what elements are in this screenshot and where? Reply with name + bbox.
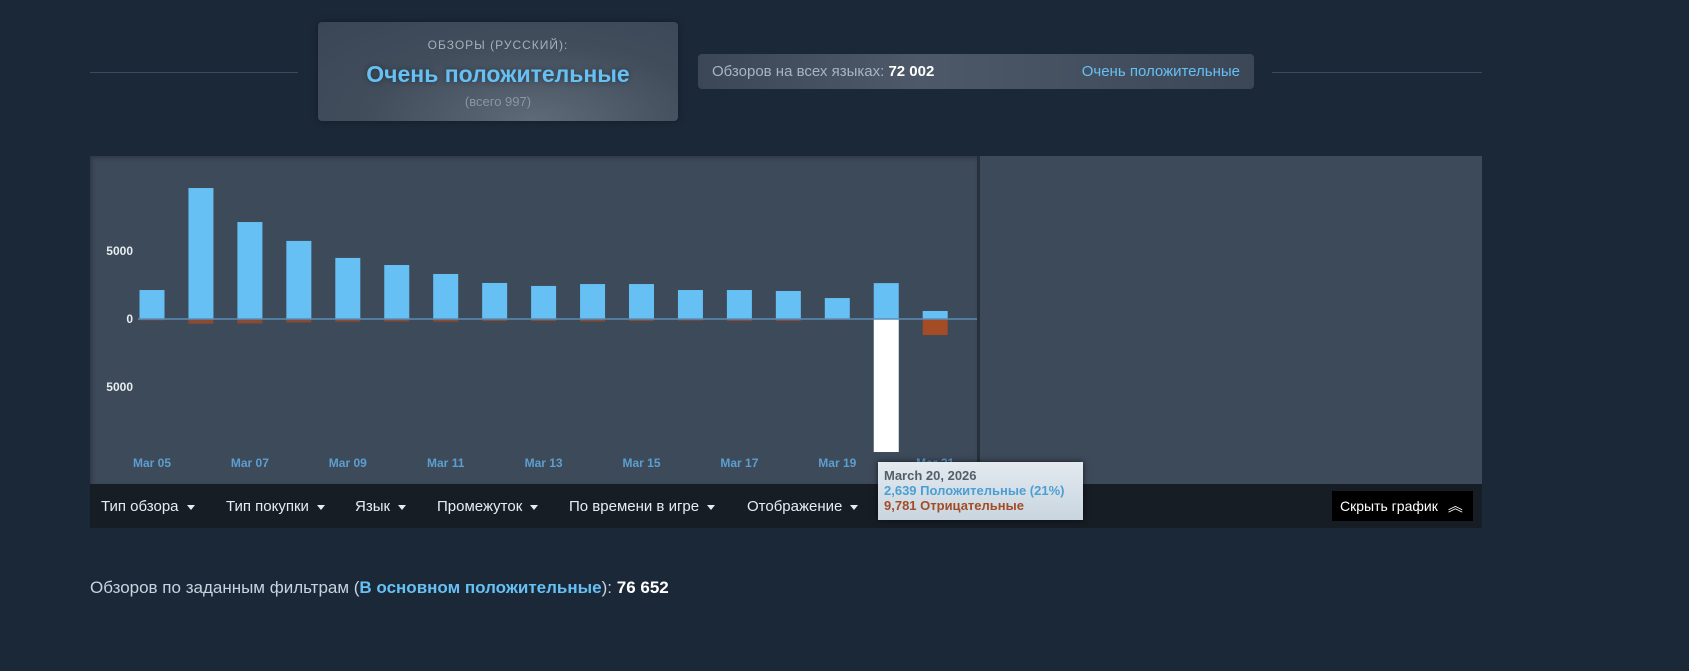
summary-total: (всего 997): [464, 94, 532, 109]
review-summary-russian: ОБЗОРЫ (РУССКИЙ): Очень положительные (в…: [318, 22, 678, 121]
filter-playtime[interactable]: По времени в игре: [569, 498, 716, 515]
tooltip-negative: 9,781 Отрицательные: [884, 498, 1024, 513]
divider-right: [1272, 72, 1482, 73]
positive-bar[interactable]: [726, 290, 752, 319]
footer-suffix: ):: [601, 578, 612, 597]
positive-bar[interactable]: [580, 284, 606, 319]
positive-bar[interactable]: [433, 273, 459, 319]
positive-bar[interactable]: [139, 290, 165, 319]
negative-bar[interactable]: [384, 319, 410, 322]
y-tick-label: 5000: [106, 244, 133, 258]
positive-bar[interactable]: [531, 285, 557, 319]
summary-rating[interactable]: Очень положительные: [366, 61, 630, 87]
negative-bar[interactable]: [237, 319, 263, 324]
histogram-svg: 5000 0 5000 Mar 05 Mar 07 Mar 09 Mar 11 Mar 13 M…: [106, 188, 977, 470]
x-tick-label: Mar 11: [427, 456, 465, 470]
dropdown-arrow-icon: [316, 504, 325, 510]
x-tick-label: Mar 17: [720, 456, 758, 470]
negative-bar[interactable]: [482, 319, 508, 322]
positive-bar[interactable]: [384, 265, 410, 319]
filter-label: Язык: [355, 498, 391, 515]
dropdown-arrow-icon: [530, 504, 539, 510]
dropdown-arrow-icon: [850, 504, 859, 510]
filter-purchase-type[interactable]: Тип покупки: [226, 498, 325, 515]
tooltip-date: March 20, 2026: [884, 468, 977, 483]
negative-bar[interactable]: [629, 319, 654, 322]
filter-language[interactable]: Язык: [355, 498, 407, 515]
filter-review-type[interactable]: Тип обзора: [101, 498, 195, 515]
x-tick-label: Mar 09: [329, 456, 367, 470]
summary-label: ОБЗОРЫ (РУССКИЙ):: [427, 38, 569, 52]
double-chevron-up-icon: ︽: [1447, 497, 1463, 515]
x-tick-label: Mar 19: [818, 456, 856, 470]
positive-bar[interactable]: [677, 290, 703, 319]
all-languages-rating[interactable]: Очень положительные: [1081, 63, 1240, 80]
positive-bar[interactable]: [873, 283, 899, 319]
positive-bar[interactable]: [775, 290, 801, 319]
negative-bar[interactable]: [873, 319, 899, 453]
hide-graph-button[interactable]: Скрыть график ︽: [1332, 491, 1473, 521]
all-languages-text: Обзоров на всех языках: 72 002: [712, 63, 934, 80]
filter-label: Отображение: [747, 498, 843, 515]
recent-reviews-panel: [980, 156, 1482, 484]
positive-bar[interactable]: [286, 240, 312, 319]
x-tick-label: Mar 07: [231, 456, 269, 470]
footer-rating[interactable]: В основном положительные: [359, 578, 602, 597]
positive-bar[interactable]: [824, 298, 850, 319]
tooltip-positive: 2,639 Положительные (21%): [884, 483, 1065, 498]
dropdown-arrow-icon: [707, 504, 716, 510]
positive-bar[interactable]: [237, 222, 263, 319]
x-tick-label: Mar 05: [133, 456, 171, 470]
chart-tooltip: March 20, 2026 2,639 Положительные (21%)…: [878, 462, 1083, 520]
positive-bar[interactable]: [482, 282, 508, 319]
filter-bar: Тип обзора Тип покупки Язык Промежуток П…: [90, 484, 1482, 528]
negative-bar[interactable]: [433, 319, 459, 322]
negative-bar[interactable]: [922, 319, 948, 336]
filter-label: Тип обзора: [101, 498, 179, 515]
filter-label: Тип покупки: [226, 498, 309, 515]
dropdown-arrow-icon: [398, 504, 407, 510]
negative-bar[interactable]: [188, 319, 214, 324]
chart-divider: [977, 156, 980, 484]
dropdown-arrow-icon: [186, 504, 195, 510]
filter-display[interactable]: Отображение: [747, 498, 859, 515]
filter-date-range[interactable]: Промежуток: [437, 498, 539, 515]
negative-bar[interactable]: [335, 319, 361, 322]
x-tick-label: Mar 15: [622, 456, 660, 470]
hide-graph-label: Скрыть график: [1340, 498, 1438, 514]
x-tick-label: Mar 13: [525, 456, 563, 470]
negative-bar[interactable]: [286, 319, 312, 323]
filter-label: По времени в игре: [569, 498, 700, 515]
positive-bar[interactable]: [335, 257, 361, 319]
footer-prefix: Обзоров по заданным фильтрам (: [90, 578, 360, 597]
divider-left: [90, 72, 298, 73]
review-summary-all-languages: Обзоров на всех языках: 72 002 Очень пол…: [698, 54, 1254, 89]
y-tick-label: 0: [126, 312, 133, 326]
footer-count: 76 652: [616, 578, 669, 597]
review-histogram: 5000 0 5000 Mar 05 Mar 07 Mar 09 Mar 11 Mar 13 M…: [90, 156, 977, 484]
positive-bar[interactable]: [629, 284, 654, 319]
negative-bar[interactable]: [726, 319, 752, 322]
filtered-reviews-summary: Обзоров по заданным фильтрам (В основном…: [90, 578, 669, 598]
all-languages-count: 72 002: [888, 63, 935, 80]
all-languages-label: Обзоров на всех языках:: [712, 63, 885, 80]
y-tick-label: 5000: [106, 380, 133, 394]
filter-label: Промежуток: [437, 498, 523, 515]
positive-bar[interactable]: [188, 188, 214, 319]
negative-bar[interactable]: [580, 319, 606, 322]
negative-bar[interactable]: [677, 319, 703, 321]
negative-bar[interactable]: [775, 319, 801, 322]
negative-bar[interactable]: [531, 319, 557, 322]
positive-bar[interactable]: [922, 310, 948, 319]
